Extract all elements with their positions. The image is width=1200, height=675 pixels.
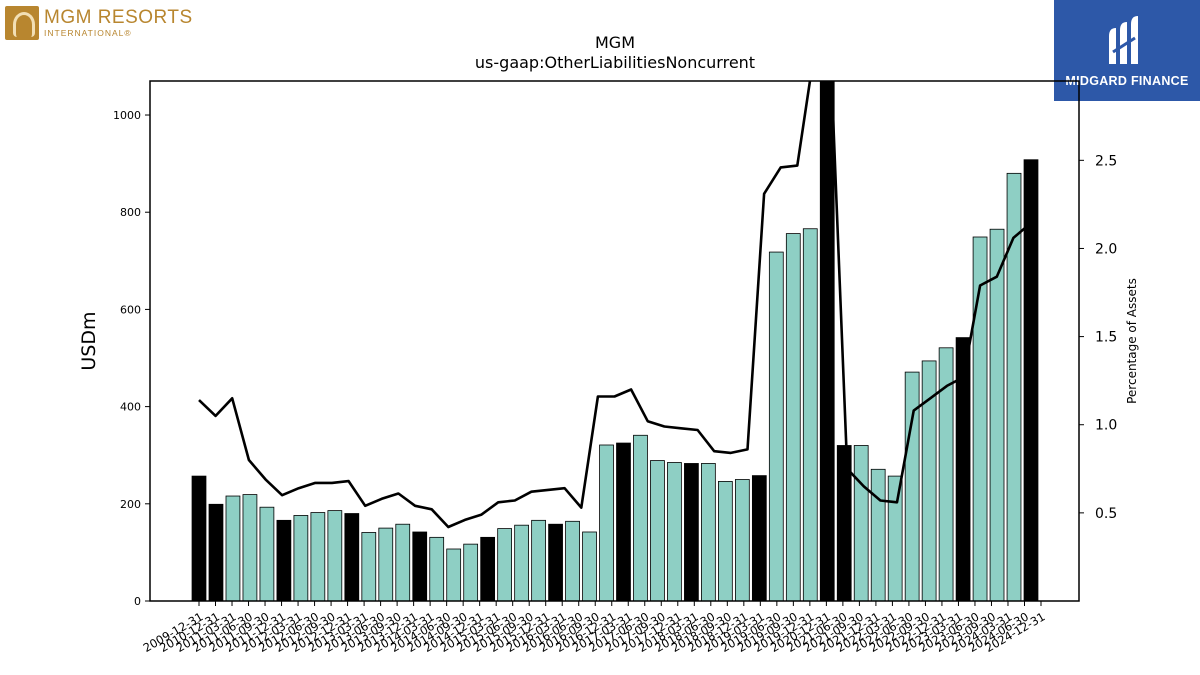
y-axis-right: 0.5 1.0 1.5 2.0 2.5 [1079,153,1117,522]
chart-subtitle: us-gaap:OtherLiabilitiesNoncurrent [475,53,755,72]
chart-title: MGM [595,33,635,52]
bar-fiscal-year-end [276,519,292,602]
bar-quarter [734,479,750,602]
bar-fiscal-year-end [751,475,767,602]
mgm-resorts-logo: MGM RESORTS INTERNATIONAL® [5,5,193,41]
y-axis-left: 0 200 400 600 800 1000 [113,109,150,608]
bar-quarter [768,251,784,602]
bar-quarter [531,519,546,602]
bar-fiscal-year-end [548,523,563,602]
y2-tick-label: 0.5 [1095,506,1117,522]
bar-quarter [310,512,326,602]
line-group [198,81,1031,529]
bar-quarter [582,531,597,602]
y2-tick-label: 1.5 [1095,330,1117,346]
bar-quarter [870,468,886,602]
y2-tick-label: 2.5 [1095,153,1117,169]
bar-quarter [701,463,716,602]
bar-quarter [446,548,462,602]
y-tick-label: 200 [120,498,141,511]
bar-fiscal-year-end [819,80,835,602]
bar-fiscal-year-end [208,503,224,602]
bar-quarter [887,475,903,602]
bar-quarter [904,371,920,602]
y-tick-label: 0 [134,595,141,608]
bar-quarter [429,536,445,602]
bar-quarter [361,532,377,602]
bar-quarter [989,228,1005,602]
logo-right-text: MIDGARD FINANCE [1065,73,1189,88]
y2-tick-label: 2.0 [1095,241,1117,257]
bar-quarter [514,524,529,602]
bar-fiscal-year-end [344,513,360,602]
bar-fiscal-year-end [480,536,496,602]
bar-quarter [650,460,665,602]
bar-quarter [785,233,801,602]
y-tick-label: 600 [120,303,141,316]
bar-fiscal-year-end [836,445,852,602]
bar-quarter [463,543,479,602]
bar-fiscal-year-end [412,531,428,602]
bar-quarter [718,481,733,602]
bar-quarter [853,445,869,602]
bar-quarter [395,523,411,602]
y2-axis-label: Percentage of Assets [1125,278,1139,404]
x-axis: 2009-12-312010-12-312011-03-312011-06-30… [141,601,1048,655]
bar-quarter [225,495,241,602]
bar-quarter [802,228,818,602]
bar-quarter [259,506,275,602]
bar-quarter [293,515,309,602]
bars-group [191,80,1039,602]
midgard-mark-icon [1109,15,1138,64]
y-tick-label: 400 [120,401,141,414]
midgard-finance-logo: MIDGARD FINANCE [1054,0,1200,101]
logo-left-main: MGM RESORTS [44,7,193,29]
bar-fiscal-year-end [684,463,699,602]
y-tick-label: 1000 [113,109,141,122]
plot-frame [149,80,1080,602]
y2-tick-label: 1.0 [1095,418,1117,434]
series-line-percentage-of-assets [198,81,1031,529]
bar-fiscal-year-end [616,442,631,602]
bar-quarter [327,510,343,602]
bar-fiscal-year-end [191,475,207,602]
y-axis-label: USDm [78,311,100,370]
lion-icon [5,6,39,40]
bar-quarter [497,528,512,602]
bar-quarter [633,434,648,602]
bar-quarter [242,494,258,602]
y-tick-label: 800 [120,206,141,219]
bar-quarter [378,527,394,602]
bar-quarter [599,444,614,602]
bar-quarter [565,520,580,602]
bar-quarter [667,462,682,602]
logo-left-sub: INTERNATIONAL® [44,28,132,39]
